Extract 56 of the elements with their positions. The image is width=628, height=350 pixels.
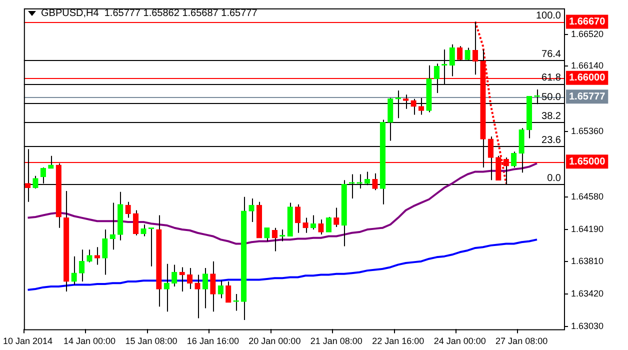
chart-title: GBPUSD,H4 1.65777 1.65862 1.65687 1.65777 xyxy=(41,8,258,19)
candlestick xyxy=(125,201,131,218)
x-tick-label: 22 Jan 16:00 xyxy=(372,336,424,346)
x-tick-label: 15 Jan 08:00 xyxy=(125,336,178,346)
x-tick-label: 21 Jan 08:00 xyxy=(310,336,362,346)
candlestick xyxy=(334,207,340,228)
candlestick xyxy=(264,227,270,242)
candlestick xyxy=(248,198,254,222)
candlestick xyxy=(140,224,146,237)
candlestick xyxy=(94,246,100,266)
candlestick xyxy=(210,260,216,312)
candlestick xyxy=(302,217,308,234)
annotation: 76.4 xyxy=(542,48,562,60)
candlestick xyxy=(318,218,324,236)
candlestick xyxy=(294,204,301,234)
annotation: 23.6 xyxy=(542,134,562,146)
y-tick-label: 1.66140 xyxy=(571,60,604,71)
candlestick xyxy=(78,249,85,282)
x-tick-label: 20 Jan 00:00 xyxy=(248,336,301,346)
candlestick xyxy=(272,227,278,252)
candlestick xyxy=(186,268,193,290)
annotation: 100.0 xyxy=(536,10,562,22)
x-tick-label: 16 Jan 16:00 xyxy=(186,336,239,346)
y-tick-label: 1.64580 xyxy=(571,191,604,202)
annotation: 0.0 xyxy=(547,173,562,184)
candlestick xyxy=(48,155,54,169)
candlestick xyxy=(164,263,170,312)
y-tick-label: 1.63810 xyxy=(571,256,604,266)
candlestick xyxy=(86,249,92,263)
x-tick-label: 10 Jan 2014 xyxy=(3,336,53,346)
candlestick xyxy=(172,264,178,287)
ref-line-label: 1.65777 xyxy=(569,91,606,102)
annotation: 50.0 xyxy=(542,92,562,103)
candlestick xyxy=(102,229,108,276)
y-tick-label: 1.63420 xyxy=(571,288,604,299)
candlestick xyxy=(110,202,116,250)
candlestick xyxy=(511,151,517,168)
y-tick-label: 1.63030 xyxy=(571,321,604,332)
candlestick xyxy=(132,210,139,236)
ref-line-label: 1.65000 xyxy=(569,156,606,168)
y-tick-label: 1.64190 xyxy=(571,224,604,234)
candlestick xyxy=(226,280,232,303)
candlestick xyxy=(233,294,239,312)
y-tick-label: 1.65360 xyxy=(571,126,604,136)
y-tick-label: 1.66520 xyxy=(571,28,604,39)
candlestick xyxy=(194,274,200,319)
x-tick-label: 27 Jan 08:00 xyxy=(496,336,548,346)
x-tick-label: 14 Jan 00:00 xyxy=(63,336,116,346)
candlestick xyxy=(218,280,224,299)
annotation: 38.2 xyxy=(542,110,562,122)
candlestick xyxy=(71,256,77,286)
x-tick-label: 24 Jan 00:00 xyxy=(434,336,486,346)
candlestick xyxy=(202,268,208,309)
candlestick xyxy=(326,216,332,233)
ref-line-label: 1.66000 xyxy=(569,72,606,84)
ref-line-label: 1.66670 xyxy=(569,16,606,28)
